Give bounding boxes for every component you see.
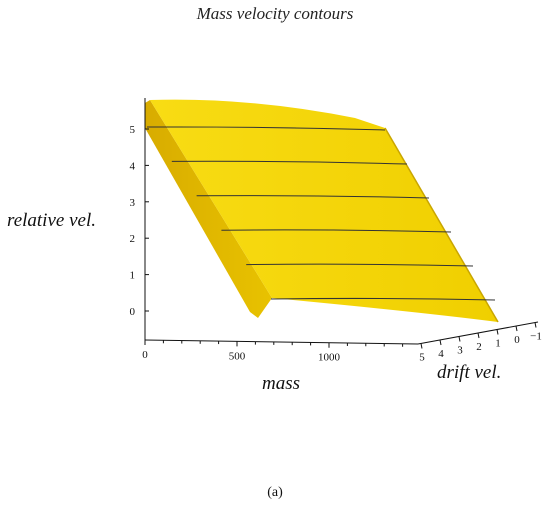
x-tick-label: 0 — [142, 349, 148, 361]
y-tick-label: 4 — [130, 160, 136, 172]
z-tick-label: 2 — [476, 341, 482, 353]
x-tick-label: 1000 — [318, 352, 341, 364]
z-axis-label: drift vel. — [437, 362, 502, 383]
x-ticks: 0 500 1000 — [142, 340, 404, 364]
y-tick-label: 3 — [130, 197, 136, 209]
x-tick-label: 500 — [229, 350, 246, 362]
contour-line — [146, 126, 386, 131]
z-tick-mark — [515, 325, 518, 332]
figure-caption: (a) — [267, 485, 283, 500]
x-axis — [144, 339, 419, 345]
z-tick-mark — [439, 339, 442, 346]
contour-lines — [146, 126, 496, 301]
z-tick-mark — [477, 332, 480, 339]
z-tick-label: 1 — [495, 338, 501, 350]
x-axis-label: mass — [262, 373, 301, 394]
y-tick-label: 5 — [130, 124, 136, 136]
contour-line — [246, 263, 474, 267]
z-tick-mark — [496, 329, 499, 335]
contour-line — [221, 229, 452, 233]
z-tick-label: 0 — [514, 334, 520, 346]
contour-line — [270, 297, 496, 301]
z-tick-label: 3 — [457, 345, 463, 357]
z-tick-mark — [458, 336, 461, 342]
contour-line — [196, 195, 430, 199]
z-tick-mark — [534, 322, 537, 328]
surface-edge — [384, 127, 499, 323]
z-ticks: 5 4 3 2 1 0 −1 — [419, 322, 542, 364]
z-tick-label: 5 — [419, 352, 425, 364]
z-tick-label: 4 — [438, 348, 444, 360]
y-tick-label: 2 — [130, 233, 136, 245]
chart-title: Mass velocity contours — [196, 4, 354, 23]
y-tick-label: 0 — [130, 306, 136, 318]
y-axis-label: relative vel. — [7, 210, 96, 231]
y-tick-label: 1 — [130, 270, 136, 282]
z-tick-mark — [420, 343, 423, 349]
z-tick-label: −1 — [530, 331, 542, 343]
contour-line — [171, 160, 408, 165]
surface-top — [150, 99, 498, 322]
y-ticks: 0 1 2 3 4 5 — [130, 124, 149, 318]
surface-side — [145, 100, 272, 318]
